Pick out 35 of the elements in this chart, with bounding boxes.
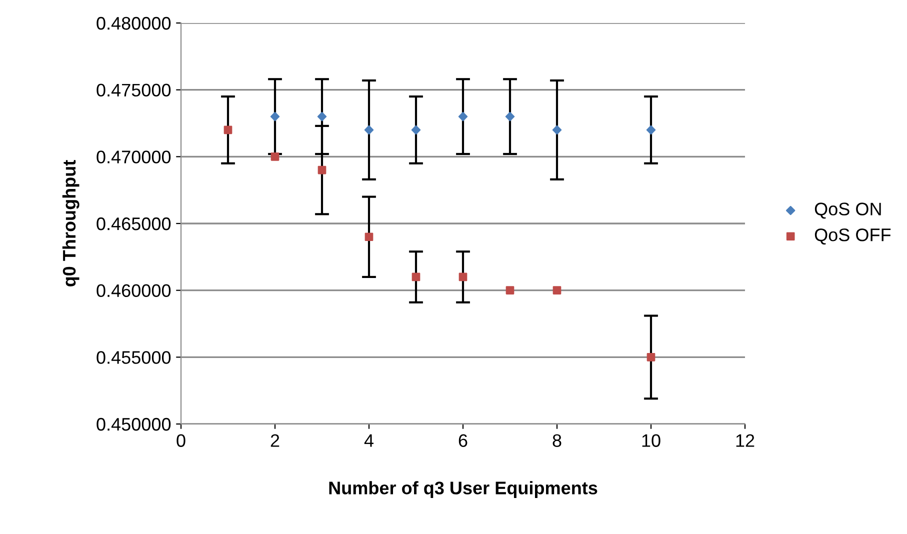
y-tick-label: 0.480000	[96, 16, 171, 30]
point	[364, 125, 374, 135]
point	[506, 286, 514, 294]
y-tick-label: 0.460000	[96, 284, 171, 298]
x-tick-label: 12	[736, 434, 754, 447]
x-tick-label: 8	[552, 434, 562, 447]
point	[458, 272, 468, 282]
point	[364, 232, 374, 242]
y-tick-label: 0.475000	[96, 84, 171, 97]
y-tick-label: 0.455000	[96, 351, 171, 364]
point	[458, 112, 468, 122]
y-tick-label: 0.470000	[96, 150, 171, 164]
point	[552, 286, 562, 294]
legend-label: QoS ON	[814, 202, 881, 219]
y-tick-label: 0.450000	[96, 418, 171, 431]
point	[224, 126, 232, 134]
point	[270, 112, 280, 122]
point	[552, 125, 562, 135]
point	[411, 125, 421, 135]
x-axis-title: Number of q3 User Equipments	[329, 481, 598, 498]
y-axis-title: q0 Throughput	[62, 160, 80, 286]
point	[270, 152, 280, 161]
legend-label: QoS OFF	[814, 228, 891, 245]
point	[646, 125, 656, 135]
x-tick-label: 4	[364, 434, 374, 447]
x-tick-label: 0	[176, 434, 186, 447]
x-tick-label: 10	[642, 434, 660, 447]
point	[646, 353, 656, 362]
point	[317, 112, 327, 122]
point	[318, 166, 326, 174]
x-tick-label: 6	[458, 434, 468, 447]
x-tick-label: 2	[270, 434, 280, 447]
point	[412, 272, 420, 282]
y-tick-label: 0.465000	[96, 217, 171, 230]
point	[505, 112, 515, 122]
